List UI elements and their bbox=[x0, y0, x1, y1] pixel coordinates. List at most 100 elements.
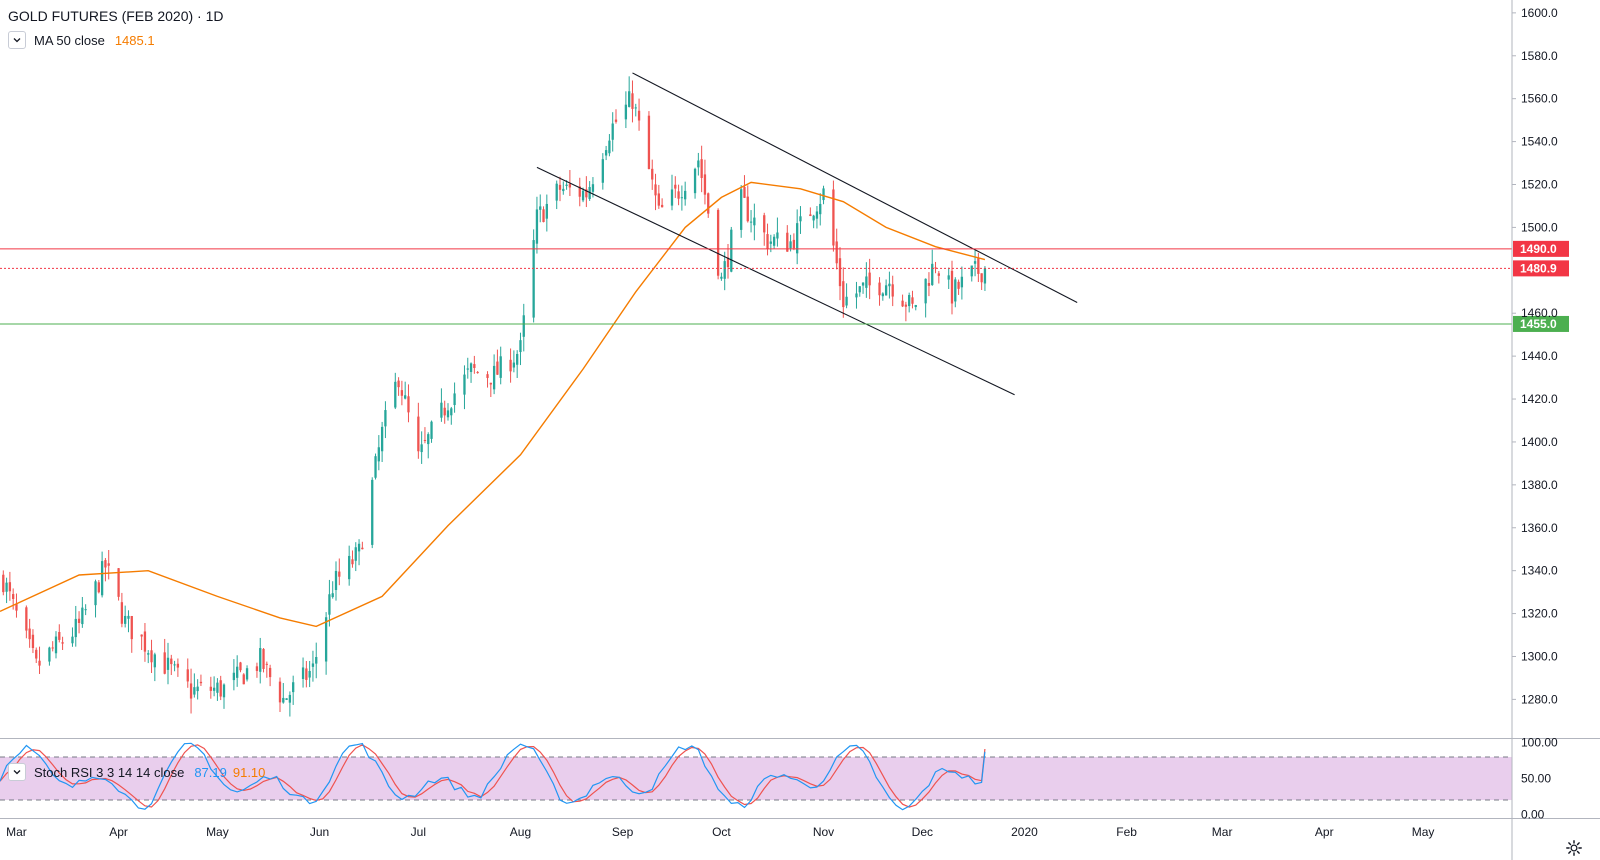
horizontal-levels: 1490.0 1480.9 1455.0 bbox=[0, 240, 1569, 332]
candle-body bbox=[838, 258, 842, 287]
candle-body bbox=[555, 183, 558, 201]
stoch-k-line bbox=[0, 742, 986, 811]
stoch-k-value: 87.19 bbox=[194, 764, 227, 780]
candle-body bbox=[950, 270, 954, 304]
candle-body bbox=[776, 232, 779, 239]
candle-body bbox=[384, 410, 387, 427]
candle-body bbox=[901, 300, 904, 307]
candle-body bbox=[611, 123, 614, 140]
candle-body bbox=[799, 216, 802, 222]
trendlines bbox=[536, 72, 1078, 396]
candle-body bbox=[476, 372, 479, 374]
candle-body bbox=[766, 234, 769, 250]
stoch-tick-label: 50.00 bbox=[1521, 772, 1551, 786]
candle-body bbox=[288, 694, 292, 703]
candle-body bbox=[163, 652, 166, 674]
stoch-d-line bbox=[0, 744, 986, 808]
ma-label: MA 50 close bbox=[34, 32, 105, 48]
candle-body bbox=[166, 657, 170, 670]
candle-body bbox=[914, 305, 917, 308]
candle-body bbox=[973, 261, 977, 264]
candle-body bbox=[400, 390, 404, 396]
price-tick-label: 1400.0 bbox=[1521, 435, 1558, 449]
candle-body bbox=[394, 381, 397, 408]
candle-body bbox=[516, 353, 519, 365]
price-tick-label: 1380.0 bbox=[1521, 478, 1558, 492]
candle-body bbox=[193, 687, 196, 695]
candle-body bbox=[614, 119, 618, 122]
candle-body bbox=[120, 602, 124, 624]
candle-body bbox=[354, 547, 357, 561]
candle-body bbox=[170, 658, 173, 665]
ma-legend: MA 50 close 1485.1 bbox=[8, 31, 161, 49]
candle-body bbox=[417, 416, 420, 452]
candle-body bbox=[970, 265, 973, 277]
candle-body bbox=[891, 284, 894, 297]
candle-body bbox=[716, 209, 720, 276]
candle-body bbox=[693, 168, 697, 194]
candle-body bbox=[259, 648, 262, 672]
candle-body bbox=[301, 667, 305, 680]
candle-body bbox=[38, 660, 41, 666]
candle-body bbox=[842, 281, 845, 308]
candle-body bbox=[315, 656, 318, 664]
upper-trendline bbox=[632, 72, 1078, 303]
candle-body bbox=[674, 184, 677, 189]
candle-body bbox=[130, 616, 133, 640]
candle-body bbox=[278, 681, 282, 703]
candle-body bbox=[331, 593, 334, 598]
candle-body bbox=[2, 574, 5, 593]
candle-body bbox=[196, 686, 199, 692]
candle-body bbox=[292, 682, 295, 693]
candle-body bbox=[77, 618, 81, 623]
candle-body bbox=[496, 361, 499, 375]
candle-body bbox=[71, 636, 74, 644]
candle-body bbox=[934, 267, 937, 269]
candle-body bbox=[311, 663, 315, 667]
price-tick-label: 1500.0 bbox=[1521, 220, 1558, 234]
gear-icon[interactable] bbox=[1565, 839, 1583, 857]
candle-body bbox=[746, 196, 749, 222]
candle-body bbox=[628, 91, 631, 107]
time-tick-label: May bbox=[206, 825, 229, 839]
stoch-band bbox=[0, 756, 1512, 801]
candle-body bbox=[147, 653, 150, 655]
stoch-band-fill bbox=[0, 756, 1512, 801]
stoch-collapse-button[interactable] bbox=[8, 763, 26, 781]
candle-body bbox=[519, 340, 522, 353]
price-tick-label: 1600.0 bbox=[1521, 6, 1558, 20]
candle-body bbox=[219, 680, 222, 697]
candle-body bbox=[450, 408, 453, 416]
candle-body bbox=[239, 662, 242, 671]
candle-body bbox=[815, 211, 819, 219]
candle-body bbox=[25, 607, 28, 631]
candle-body bbox=[568, 184, 572, 188]
candlesticks bbox=[2, 76, 987, 717]
candle-body bbox=[245, 668, 249, 680]
candle-body bbox=[324, 617, 328, 662]
candle-body bbox=[591, 184, 595, 192]
candle-body bbox=[789, 241, 792, 249]
candle-body bbox=[703, 174, 707, 195]
price-tick-label: 1320.0 bbox=[1521, 607, 1558, 621]
candle-body bbox=[581, 190, 585, 201]
candle-body bbox=[492, 365, 496, 390]
stoch-rsi-lines bbox=[0, 742, 986, 811]
candle-body bbox=[888, 283, 891, 287]
candle-body bbox=[634, 107, 637, 109]
candle-body bbox=[222, 684, 226, 698]
candle-body bbox=[440, 402, 443, 418]
candle-body bbox=[855, 293, 858, 298]
candle-body bbox=[12, 594, 15, 599]
candle-body bbox=[723, 261, 726, 279]
candle-body bbox=[924, 278, 927, 304]
ma-collapse-button[interactable] bbox=[8, 31, 26, 49]
candle-body bbox=[153, 654, 156, 668]
candle-body bbox=[15, 603, 18, 611]
candle-body bbox=[117, 568, 120, 597]
candle-body bbox=[881, 293, 884, 297]
candle-body bbox=[832, 189, 835, 246]
candle-body bbox=[697, 160, 700, 168]
candle-body bbox=[512, 362, 516, 368]
